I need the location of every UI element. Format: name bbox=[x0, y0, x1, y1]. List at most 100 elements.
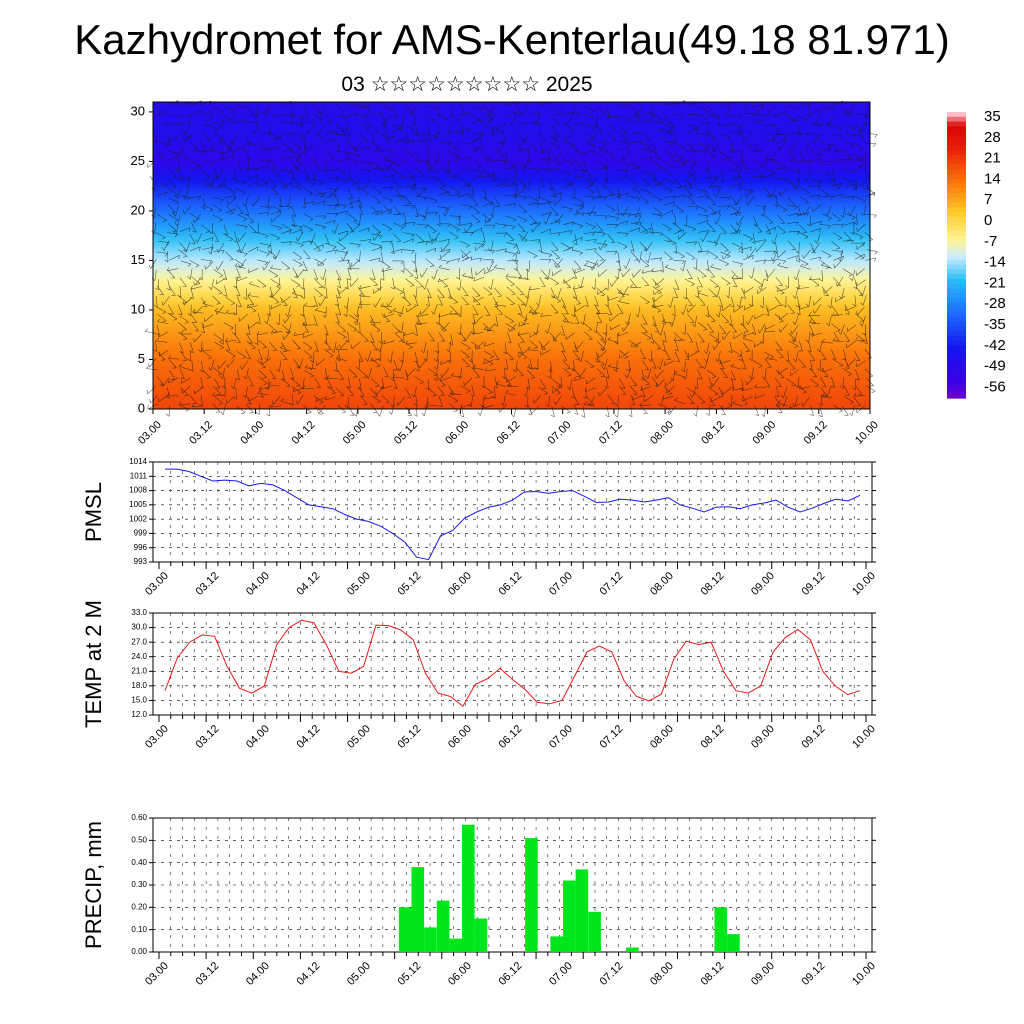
wind-barb-flag bbox=[192, 309, 196, 313]
wind-barb bbox=[706, 142, 716, 151]
wind-barb-flag bbox=[453, 312, 458, 315]
wind-barb bbox=[640, 295, 650, 303]
wind-barb bbox=[787, 255, 798, 260]
wind-barb bbox=[281, 143, 292, 149]
wind-barb-flag bbox=[456, 192, 461, 195]
wind-barb-flag bbox=[289, 241, 293, 246]
wind-barb bbox=[697, 269, 707, 277]
wind-barb bbox=[685, 187, 693, 197]
wind-barb bbox=[554, 197, 563, 206]
wind-barb-flag bbox=[736, 304, 740, 308]
wind-barb-flag bbox=[424, 150, 429, 153]
wind-barb bbox=[370, 332, 375, 343]
wind-barb bbox=[572, 121, 583, 126]
wind-barb-flag bbox=[267, 245, 271, 249]
wind-barb bbox=[348, 377, 351, 389]
wind-barb bbox=[291, 206, 296, 217]
colorbar-segment bbox=[947, 326, 966, 332]
wind-barb bbox=[356, 306, 359, 318]
wind-barb-flag bbox=[795, 250, 800, 254]
wind-barb-flag bbox=[187, 312, 191, 316]
wind-barb-flag bbox=[606, 149, 609, 154]
wind-barb-flag bbox=[766, 233, 771, 235]
wind-barb bbox=[847, 324, 857, 332]
wind-barb bbox=[820, 394, 823, 406]
wind-barb-flag bbox=[270, 218, 272, 223]
wind-barb bbox=[515, 251, 518, 262]
wind-barb bbox=[844, 124, 855, 129]
wind-barb bbox=[270, 186, 279, 195]
wind-barb-flag bbox=[390, 169, 394, 173]
wind-barb bbox=[505, 351, 514, 360]
wind-barb-flag bbox=[818, 181, 823, 185]
wind-barb bbox=[391, 323, 400, 333]
wind-barb-flag bbox=[187, 263, 192, 267]
wind-barb-flag bbox=[750, 246, 752, 251]
wind-barb-flag bbox=[174, 169, 179, 173]
wind-barb-flag bbox=[357, 206, 362, 209]
wind-barb bbox=[605, 150, 615, 159]
wind-barb-flag bbox=[452, 177, 457, 179]
wind-barb-flag bbox=[165, 110, 168, 115]
wind-barb-flag bbox=[714, 220, 717, 225]
wind-barb bbox=[154, 269, 157, 281]
wind-barb-flag bbox=[218, 219, 223, 222]
wind-barb-flag bbox=[446, 172, 450, 175]
wind-barb bbox=[235, 119, 247, 123]
wind-barb-flag bbox=[852, 196, 855, 200]
wind-barb bbox=[313, 244, 324, 250]
wind-barb-flag bbox=[245, 143, 250, 146]
wind-barb bbox=[736, 205, 742, 217]
wind-barb-flag bbox=[264, 235, 269, 239]
wind-barb-flag bbox=[357, 244, 361, 248]
wind-barb-flag bbox=[714, 243, 718, 247]
wind-barb bbox=[256, 106, 259, 118]
wind-barb bbox=[731, 394, 733, 407]
wind-barb-flag bbox=[466, 390, 471, 393]
wind-barb bbox=[526, 385, 529, 397]
wind-barb-flag bbox=[319, 413, 324, 415]
wind-barb-flag bbox=[796, 255, 798, 260]
wind-barb-flag bbox=[738, 358, 743, 362]
wind-barb bbox=[651, 107, 655, 119]
wind-barb bbox=[628, 339, 639, 347]
wind-barb bbox=[860, 122, 866, 134]
wind-barb bbox=[346, 305, 348, 317]
wind-barb bbox=[778, 141, 787, 151]
wind-barb-flag bbox=[722, 255, 724, 260]
wind-barb bbox=[415, 405, 418, 417]
wind-barb bbox=[212, 204, 222, 211]
wind-barb bbox=[597, 287, 607, 295]
wind-barb bbox=[234, 231, 238, 243]
wind-barb bbox=[371, 149, 383, 152]
wind-barb-flag bbox=[725, 295, 730, 299]
wind-barb-flag bbox=[859, 292, 863, 297]
wind-barb-flag bbox=[794, 186, 798, 190]
colorbar-segment bbox=[947, 131, 966, 137]
wind-barb-flag bbox=[748, 375, 752, 379]
temp-y-tick-label: 18.0 bbox=[131, 681, 147, 690]
wind-barb-flag bbox=[441, 186, 446, 188]
wind-barb-flag bbox=[802, 211, 805, 216]
wind-barb-flag bbox=[266, 159, 270, 164]
wind-barb bbox=[201, 179, 212, 186]
wind-barb-flag bbox=[667, 411, 670, 415]
wind-barb bbox=[623, 322, 631, 332]
wind-barb bbox=[647, 368, 652, 379]
wind-barb bbox=[472, 368, 480, 378]
wind-barb bbox=[234, 333, 241, 343]
wind-barb bbox=[279, 360, 282, 372]
wind-barb bbox=[190, 109, 201, 116]
wind-barb-flag bbox=[724, 250, 729, 252]
wind-barb-flag bbox=[598, 230, 603, 232]
wind-barb-flag bbox=[662, 395, 665, 400]
wind-barb bbox=[764, 368, 767, 380]
wind-barb bbox=[526, 369, 535, 378]
wind-barb-flag bbox=[182, 210, 185, 214]
colorbar-label: -7 bbox=[984, 233, 997, 250]
wind-barb bbox=[809, 278, 821, 281]
wind-barb-flag bbox=[575, 322, 580, 324]
wind-barb-flag bbox=[796, 118, 798, 123]
wind-barb-flag bbox=[662, 340, 667, 343]
wind-barb-flag bbox=[295, 385, 300, 387]
